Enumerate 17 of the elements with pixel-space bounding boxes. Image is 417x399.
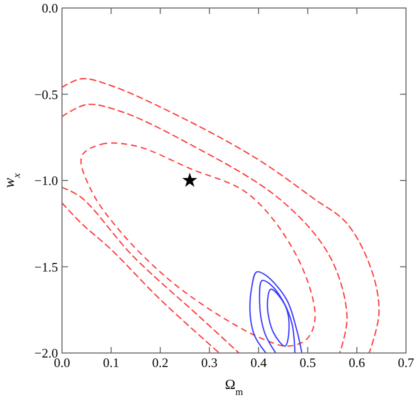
line-series — [62, 78, 380, 353]
y-tick-label: −1.0 — [34, 173, 58, 188]
y-tick-label: −0.5 — [34, 86, 58, 102]
line-series — [62, 186, 240, 353]
x-tick-label: 0.5 — [300, 355, 316, 370]
line-series — [62, 104, 348, 353]
y-tick-label: 0.0 — [42, 0, 58, 16]
x-tick-label: 0.3 — [201, 355, 218, 370]
x-tick-label: 0.6 — [348, 355, 366, 370]
x-tick-label: 0.7 — [398, 355, 415, 370]
line-series — [62, 202, 220, 353]
x-tick-label: 0.2 — [152, 355, 168, 370]
x-axis-title: Ω$_{m}$ — [224, 378, 244, 398]
y-tick-label: −1.5 — [34, 259, 58, 274]
x-tick-label: 0.1 — [103, 355, 120, 370]
x-tick-label: 0.4 — [250, 355, 268, 370]
line-series — [249, 271, 302, 353]
